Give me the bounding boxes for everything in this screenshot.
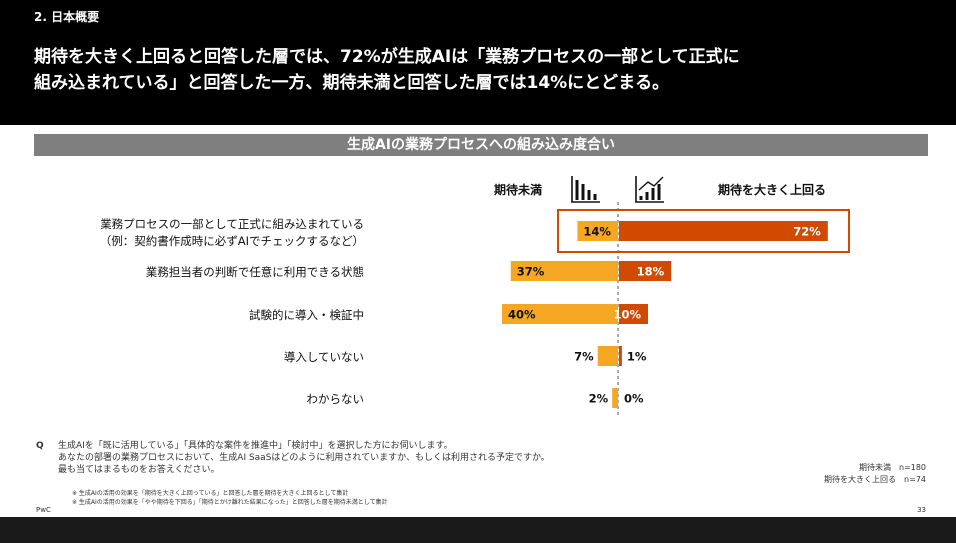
page-number: 33 <box>917 506 926 514</box>
series-label-below: 期待未満 <box>494 182 542 197</box>
value-label-above: 1% <box>627 350 647 364</box>
bar-exceeds-expectation <box>619 304 648 324</box>
value-label-above: 10% <box>613 308 641 322</box>
category-label: 業務担当者の判断で任意に利用できる状態 <box>146 265 364 279</box>
highlight-box <box>557 209 850 253</box>
category-label: 導入していない <box>284 350 364 364</box>
value-label-below: 7% <box>574 350 594 364</box>
value-label-below: 40% <box>508 308 536 322</box>
question-line: あなたの部署の業務プロセスにおいて、生成AI SaaSはどのように利用されていま… <box>58 453 550 463</box>
sample-sizes: 期待未満 n=180 期待を大きく上回る n=74 <box>824 462 926 486</box>
bar-below-expectation <box>502 304 618 324</box>
sample-size-above: 期待を大きく上回る n=74 <box>824 475 926 484</box>
value-label-above: 72% <box>793 225 821 239</box>
value-label-below: 14% <box>583 225 611 239</box>
headline-line-1: 期待を大きく上回ると回答した層では、72%が生成AIは「業務プロセスの一部として… <box>34 47 740 67</box>
question-text: 生成AIを「既に活用している」「具体的な案件を推進中」「検討中」を選択した方にお… <box>58 440 658 476</box>
question-mark: Q <box>36 441 44 451</box>
bar-exceeds-expectation <box>619 261 672 281</box>
rising-bar-chart-icon <box>635 176 664 203</box>
viewer-bottom-strip <box>0 517 956 543</box>
question-line: 最も当てはまるものをお答えください。 <box>58 465 220 475</box>
section-title: 2. 日本概要 <box>34 10 100 24</box>
bar-exceeds-expectation <box>619 221 828 241</box>
category-label: わからない <box>307 392 365 406</box>
header-band: 2. 日本概要 期待を大きく上回ると回答した層では、72%が生成AIは「業務プロ… <box>0 0 956 125</box>
bar-below-expectation <box>612 388 618 408</box>
declining-bar-chart-icon <box>571 176 600 203</box>
footnotes: ※ 生成AIの活用の効果を「期待を大きく上回っている」と回答した層を期待を大きく… <box>72 489 388 507</box>
headline: 期待を大きく上回ると回答した層では、72%が生成AIは「業務プロセスの一部として… <box>34 44 914 96</box>
value-label-below: 37% <box>517 265 545 279</box>
question-line: 生成AIを「既に活用している」「具体的な案件を推進中」「検討中」を選択した方にお… <box>58 441 453 451</box>
footnote: ※ 生成AIの活用の効果を「やや期待を下回る」「期待とかけ離れた結果になった」と… <box>72 499 388 506</box>
category-label: （例：契約書作成時に必ずAIでチェックするなど） <box>100 234 364 248</box>
sample-size-below: 期待未満 n=180 <box>858 463 926 472</box>
value-label-above: 18% <box>637 265 665 279</box>
footnote: ※ 生成AIの活用の効果を「期待を大きく上回っている」と回答した層を期待を大きく… <box>72 490 349 497</box>
footer-brand: PwC <box>36 506 51 514</box>
bar-below-expectation <box>577 221 618 241</box>
category-label: 業務プロセスの一部として正式に組み込まれている <box>100 217 364 231</box>
bar-below-expectation <box>597 346 618 366</box>
value-label-above: 0% <box>624 392 644 406</box>
value-label-below: 2% <box>589 392 609 406</box>
panel-title: 生成AIの業務プロセスへの組み込み度合い <box>34 134 928 156</box>
headline-line-2: 組み込まれている」と回答した一方、期待未満と回答した層では14%にとどまる。 <box>34 73 670 93</box>
bar-below-expectation <box>510 261 618 281</box>
series-label-above: 期待を大きく上回る <box>718 182 826 197</box>
bar-exceeds-expectation <box>619 346 622 366</box>
category-label: 試験的に導入・検証中 <box>249 308 364 322</box>
